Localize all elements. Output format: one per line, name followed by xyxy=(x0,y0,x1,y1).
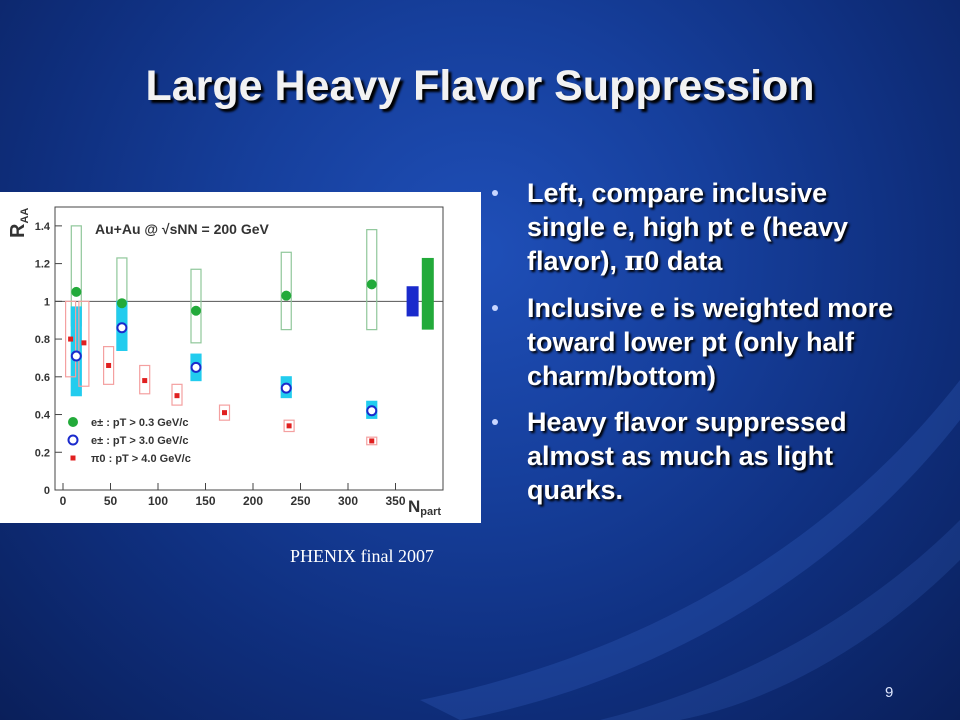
bullet-list: Left, compare inclusive single e, high p… xyxy=(490,176,910,519)
syst-box xyxy=(283,419,295,433)
y-axis-label: RAA xyxy=(7,208,31,238)
syst-box xyxy=(190,268,202,344)
y-tick-label: 1 xyxy=(44,296,50,308)
data-point xyxy=(280,382,292,394)
data-point xyxy=(190,361,202,373)
data-point xyxy=(68,336,74,342)
bullet-item: Inclusive e is weighted more toward lowe… xyxy=(490,291,910,393)
chart-legend: e± : pT > 0.3 GeV/c e± : pT > 3.0 GeV/c π0… xyxy=(67,417,191,465)
axis-ticks: 0 50 100 150 200 250 300 350 0 0.2 0.4 0.6 0.8 1 1.2 1.… xyxy=(35,221,406,508)
y-tick-label: 0.6 xyxy=(35,372,50,384)
bullet-item: Heavy flavor suppressed almost as much a… xyxy=(490,405,910,507)
legend-marker xyxy=(68,417,78,427)
y-tick-label: 0.8 xyxy=(35,334,50,346)
data-point xyxy=(281,290,292,301)
chart-svg: 0 50 100 150 200 250 300 350 0 0.2 0.4 0.6 0.8 1 1.2 1.… xyxy=(7,206,444,518)
figure-caption: PHENIX final 2007 xyxy=(290,546,434,566)
data-point xyxy=(191,305,201,316)
y-tick-label: 1.4 xyxy=(35,221,51,233)
data-point xyxy=(369,438,375,444)
x-axis-label: Npart xyxy=(408,497,441,518)
y-tick-label: 0 xyxy=(44,485,50,497)
y-tick-label: 0.2 xyxy=(35,447,50,459)
x-tick-label: 100 xyxy=(148,494,168,508)
slide-title: Large Heavy Flavor Suppression xyxy=(145,62,815,110)
pi-symbol: π xyxy=(624,246,645,277)
page-number: 9 xyxy=(885,684,894,701)
syst-box xyxy=(171,383,183,406)
data-point xyxy=(142,378,148,384)
data-point xyxy=(286,423,292,429)
data-point xyxy=(366,405,378,417)
legend-label: π0 : pT > 4.0 GeV/c xyxy=(91,453,191,465)
x-tick-label: 50 xyxy=(104,494,118,508)
data-point xyxy=(81,340,87,346)
bullet-dot-icon xyxy=(492,305,498,311)
syst-box xyxy=(139,364,151,395)
data-point xyxy=(71,286,82,297)
plot-frame xyxy=(54,206,444,491)
syst-box xyxy=(366,229,378,331)
bullet-dot-icon xyxy=(492,419,498,425)
syst-box xyxy=(102,346,115,385)
x-tick-label: 250 xyxy=(290,494,310,508)
normalization-bar xyxy=(421,257,434,330)
legend-marker xyxy=(70,455,76,461)
data-point xyxy=(116,298,127,309)
data-point xyxy=(116,322,128,334)
legend-label: e± : pT > 3.0 GeV/c xyxy=(91,435,188,447)
annotation-label: Au+Au @ √sNN = 200 GeV xyxy=(95,221,270,237)
bullet-dot-icon xyxy=(492,190,498,196)
syst-box xyxy=(64,300,77,378)
syst-box xyxy=(280,251,292,331)
data-point xyxy=(366,279,377,290)
data-point xyxy=(222,410,227,416)
legend-marker xyxy=(67,434,79,446)
y-tick-label: 1.2 xyxy=(35,259,50,271)
syst-box xyxy=(366,436,378,446)
syst-box xyxy=(218,404,231,421)
x-tick-label: 0 xyxy=(60,494,67,508)
x-tick-label: 200 xyxy=(243,494,263,508)
data-point xyxy=(174,393,180,399)
x-tick-label: 150 xyxy=(195,494,215,508)
bullet-item: Left, compare inclusive single e, high p… xyxy=(490,176,910,279)
normalization-bar xyxy=(406,286,419,317)
syst-box xyxy=(78,300,90,387)
x-tick-label: 350 xyxy=(385,494,405,508)
x-tick-label: 300 xyxy=(338,494,358,508)
data-marks xyxy=(64,225,434,446)
data-point xyxy=(70,350,82,362)
data-point xyxy=(106,362,112,368)
legend-label: e± : pT > 0.3 GeV/c xyxy=(91,417,188,429)
y-tick-label: 0.4 xyxy=(35,410,51,422)
raa-chart: 0 50 100 150 200 250 300 350 0 0.2 0.4 0.6 0.8 1 1.2 1.… xyxy=(0,192,481,523)
